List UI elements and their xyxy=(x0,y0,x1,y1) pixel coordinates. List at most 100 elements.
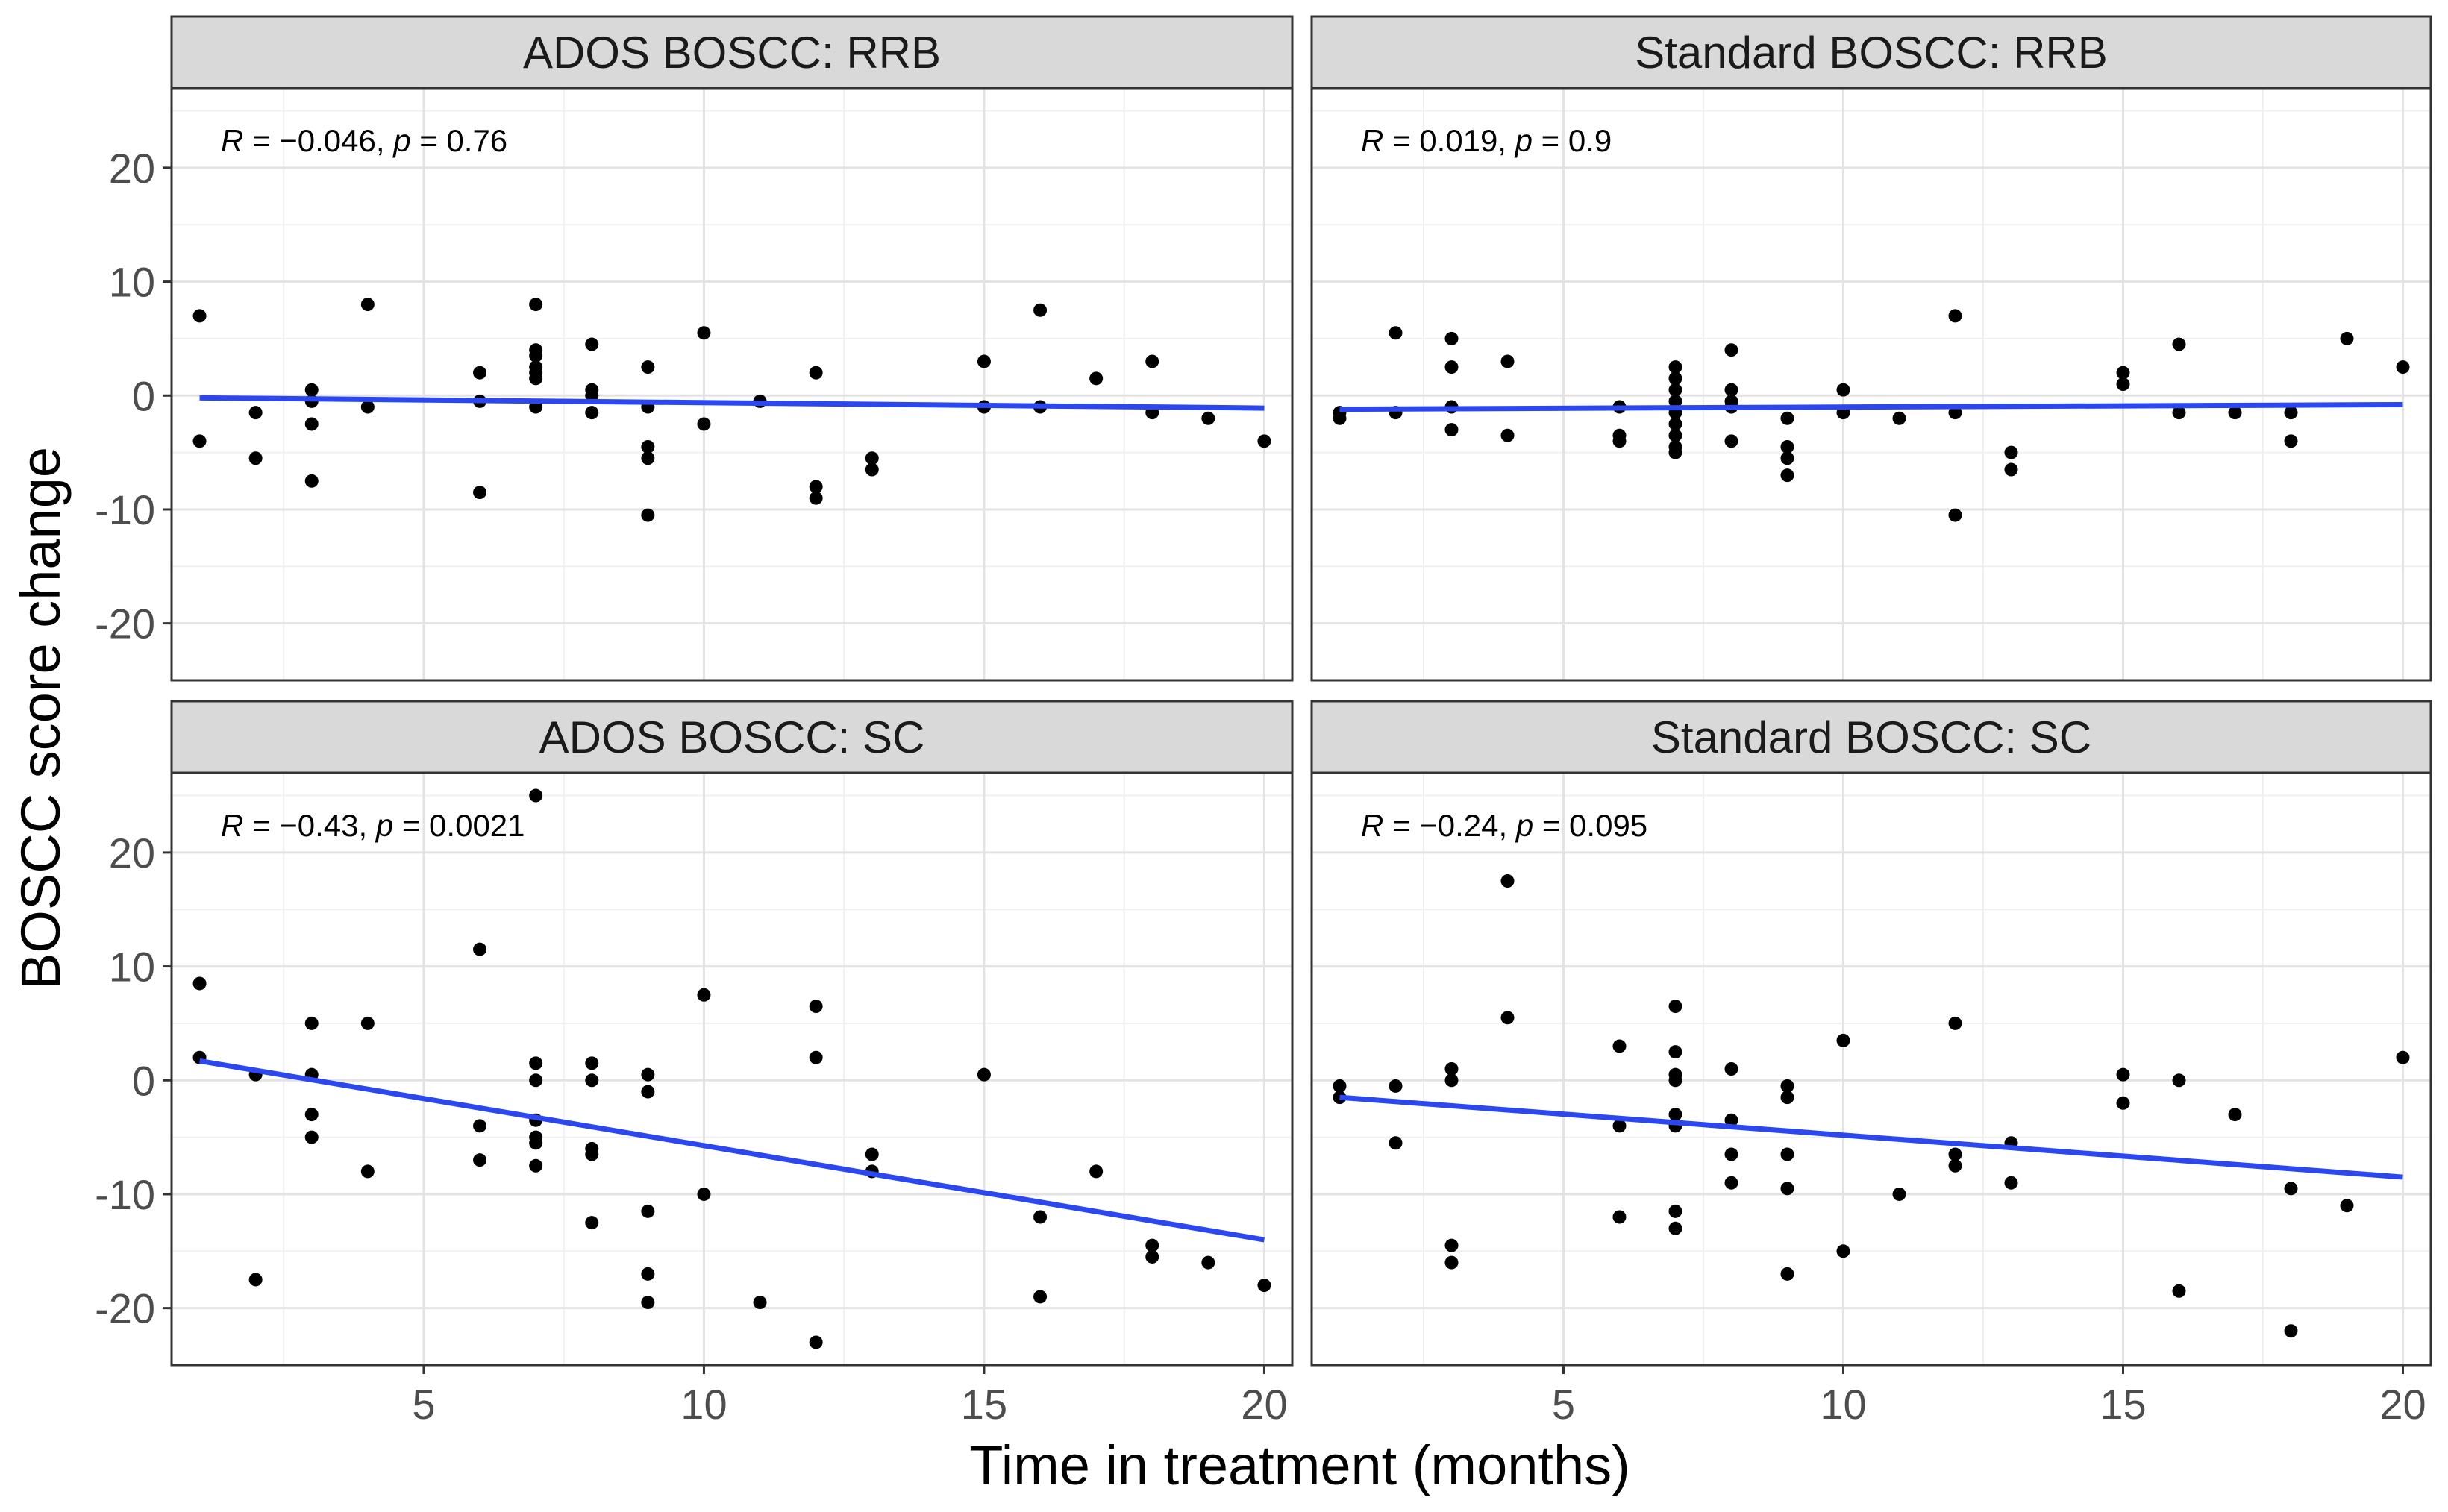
data-point xyxy=(865,1147,879,1161)
annotation-r-label: R xyxy=(221,808,243,843)
data-point xyxy=(1500,874,1515,888)
data-point xyxy=(529,1136,543,1150)
data-point xyxy=(360,400,375,414)
data-point xyxy=(1836,1033,1850,1047)
data-point xyxy=(1780,451,1794,465)
data-point xyxy=(1389,1136,1403,1150)
data-point xyxy=(2340,1199,2354,1213)
regression-line xyxy=(199,395,1265,411)
data-point xyxy=(585,389,599,403)
data-point xyxy=(641,508,655,522)
data-point xyxy=(529,1158,543,1173)
data-point xyxy=(304,1130,319,1144)
data-point xyxy=(865,451,879,465)
data-point xyxy=(585,1073,599,1088)
data-point xyxy=(809,366,823,380)
data-point xyxy=(1668,1204,1682,1218)
data-point xyxy=(641,1085,655,1099)
y-tick-label: -10 xyxy=(95,486,155,533)
data-point xyxy=(304,383,319,397)
x-tick-label: 5 xyxy=(1552,1381,1575,1428)
annotation-r-text: = 0.019, xyxy=(1383,123,1515,158)
data-point xyxy=(1444,360,1459,374)
data-point xyxy=(1948,1147,1962,1161)
annotation-p-label: p xyxy=(1514,123,1533,158)
data-point xyxy=(1948,406,1962,420)
data-point xyxy=(1500,428,1515,442)
data-point xyxy=(304,1108,319,1122)
data-point xyxy=(2004,462,2018,477)
annotation-r-label: R xyxy=(1361,808,1383,843)
panel-standard-rrb: Standard BOSCC: RRB R = 0.019, p = 0.9 xyxy=(1310,15,2432,682)
data-point xyxy=(1444,423,1459,437)
data-point xyxy=(2116,377,2130,391)
correlation-annotation: R = −0.43, p = 0.0021 xyxy=(221,808,525,843)
data-point xyxy=(192,976,207,991)
y-tick-label: 0 xyxy=(132,372,155,419)
annotation-p-text: = 0.9 xyxy=(1533,123,1612,158)
facet-strip-title: Standard BOSCC: RRB xyxy=(1635,28,2108,78)
panel-ados-rrb: ADOS BOSCC: RRB R = −0.046, p = 0.76 20 10 0… xyxy=(95,15,1294,682)
x-tick-label: 15 xyxy=(2100,1381,2146,1428)
data-point xyxy=(641,1296,655,1310)
data-point xyxy=(809,1050,823,1064)
data-point xyxy=(2116,1067,2130,1082)
data-point xyxy=(1444,1255,1459,1270)
data-point xyxy=(1145,1238,1159,1252)
data-point xyxy=(529,348,543,363)
data-point xyxy=(1033,1290,1048,1304)
data-point xyxy=(1724,1147,1738,1161)
data-point xyxy=(1668,1045,1682,1059)
data-point xyxy=(1668,371,1682,386)
data-point xyxy=(2284,1182,2298,1196)
data-point xyxy=(641,1267,655,1281)
annotation-p-text: = 0.095 xyxy=(1533,808,1647,843)
correlation-annotation: R = 0.019, p = 0.9 xyxy=(1361,123,1612,158)
x-tick-label: 20 xyxy=(2379,1381,2426,1428)
data-point xyxy=(2340,331,2354,345)
data-point xyxy=(192,309,207,323)
data-point xyxy=(1780,1182,1794,1196)
data-point xyxy=(1257,434,1271,448)
correlation-annotation: R = −0.046, p = 0.76 xyxy=(221,123,507,158)
data-point xyxy=(1668,383,1682,397)
data-point xyxy=(1668,360,1682,374)
data-point xyxy=(529,298,543,312)
data-point xyxy=(473,486,487,500)
data-point xyxy=(2172,337,2186,351)
data-point xyxy=(1780,1147,1794,1161)
annotation-r-text: = −0.43, xyxy=(243,808,375,843)
facet-strip-title: ADOS BOSCC: RRB xyxy=(523,28,941,78)
data-point xyxy=(1780,1079,1794,1093)
annotation-r-text: = −0.046, xyxy=(243,123,393,158)
data-point xyxy=(1033,303,1048,317)
data-point xyxy=(1500,1011,1515,1025)
data-point xyxy=(1201,1255,1215,1270)
correlation-annotation: R = −0.24, p = 0.095 xyxy=(1361,808,1647,843)
data-point xyxy=(2172,1284,2186,1298)
panel-border xyxy=(1310,771,2432,1367)
data-point xyxy=(1612,1119,1627,1133)
x-tick-label: 15 xyxy=(961,1381,1007,1428)
data-point xyxy=(529,788,543,803)
data-point xyxy=(2228,1108,2242,1122)
regression-line xyxy=(1339,1094,2403,1180)
data-point xyxy=(248,406,263,420)
data-point xyxy=(1444,331,1459,345)
data-point xyxy=(1724,383,1738,397)
panel-background xyxy=(1312,88,2431,680)
data-point xyxy=(585,1056,599,1070)
data-point xyxy=(809,1000,823,1014)
x-tick-label: 10 xyxy=(1820,1381,1866,1428)
data-point xyxy=(248,1273,263,1287)
data-point xyxy=(1500,354,1515,368)
data-point xyxy=(1724,1176,1738,1190)
data-point xyxy=(1724,1062,1738,1076)
data-point xyxy=(1780,1267,1794,1281)
data-point xyxy=(2284,406,2298,420)
data-point xyxy=(1780,468,1794,483)
data-point xyxy=(1948,1016,1962,1030)
data-point xyxy=(585,337,599,351)
data-point xyxy=(360,1016,375,1030)
